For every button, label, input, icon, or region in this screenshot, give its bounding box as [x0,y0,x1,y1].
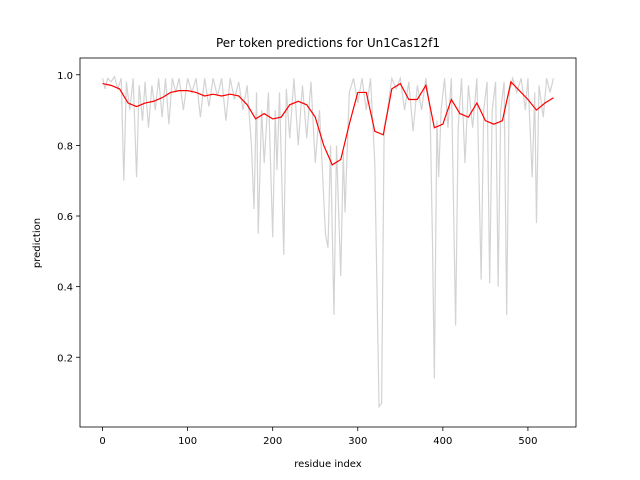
x-tick-label: 100 [178,436,197,447]
y-tick-label: 1.0 [57,71,73,82]
x-tick-label: 400 [433,436,452,447]
series-line [101,75,555,409]
y-tick-label: 0.6 [57,212,73,223]
x-tick-label: 500 [518,436,537,447]
x-tick-label: 0 [99,436,105,447]
y-tick-label: 0.2 [57,353,73,364]
y-axis-label: prediction [32,218,43,268]
x-axis-label: residue index [294,459,361,470]
plot-frame [79,57,577,428]
x-tick-label: 200 [263,436,282,447]
x-tick-label: 300 [348,436,367,447]
series-line [102,80,554,166]
chart-title: Per token predictions for Un1Cas12f1 [216,36,440,50]
y-tick-label: 0.8 [57,141,73,152]
y-tick-label: 0.4 [57,283,73,294]
